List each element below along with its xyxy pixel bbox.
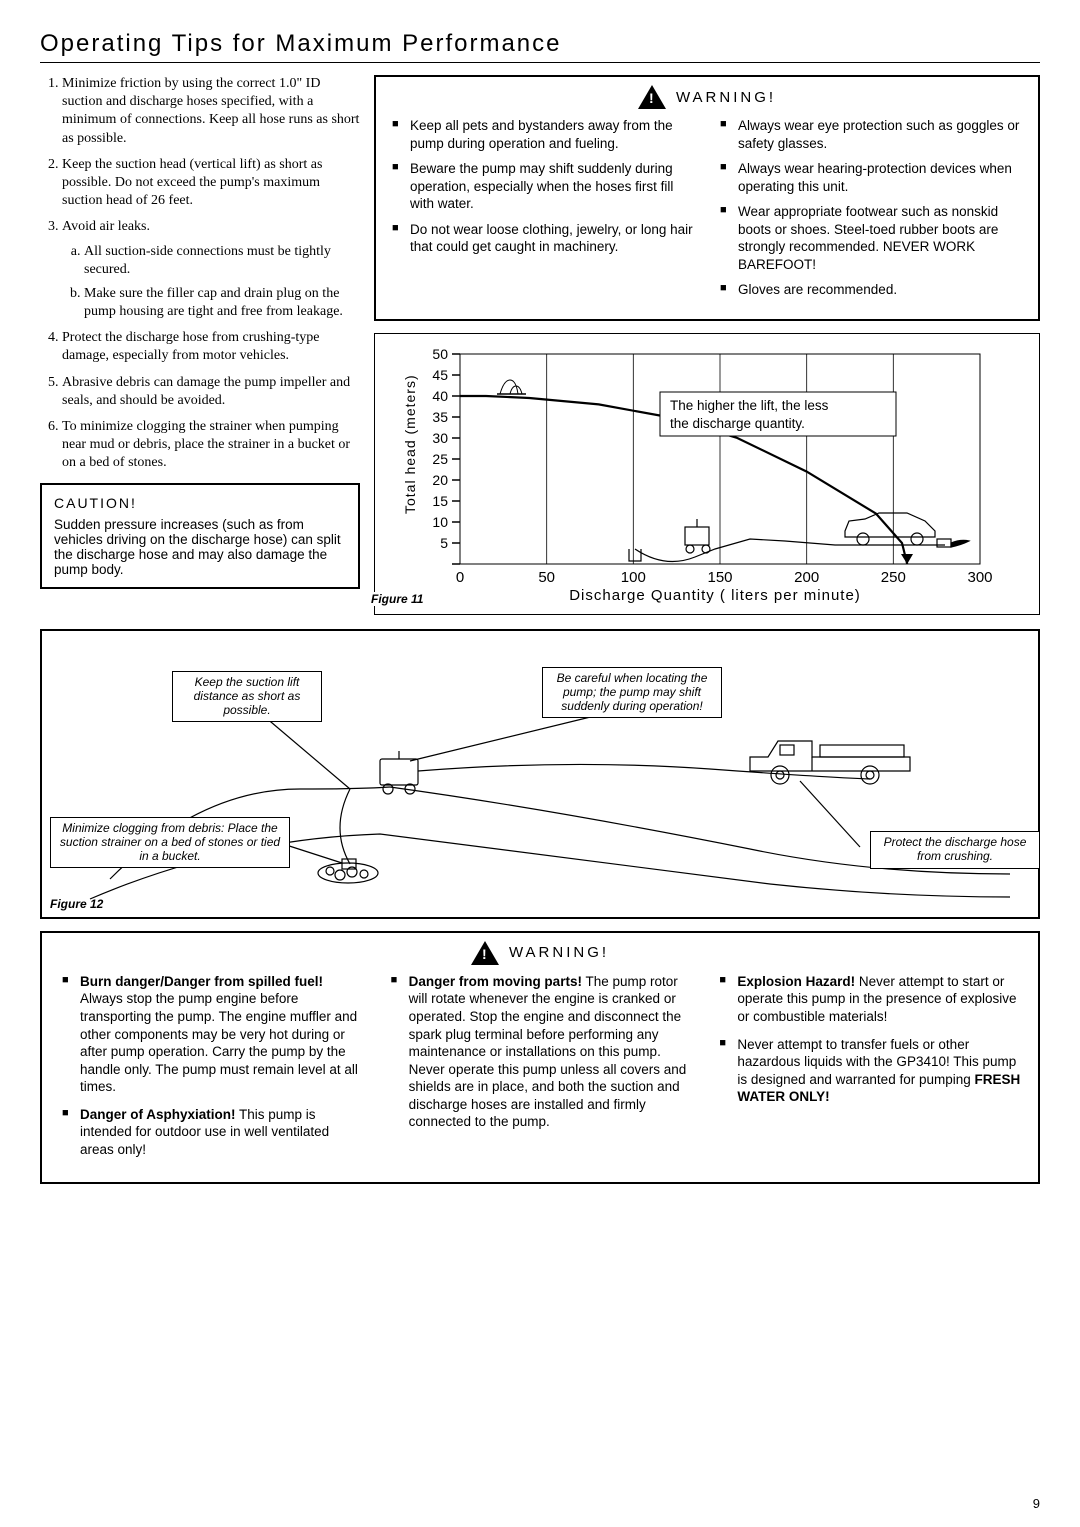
warning-icon xyxy=(471,941,499,965)
svg-text:300: 300 xyxy=(967,569,992,586)
svg-text:15: 15 xyxy=(432,493,448,509)
page-number: 9 xyxy=(1033,1496,1040,1511)
warn-item: Beware the pump may shift suddenly durin… xyxy=(392,160,698,213)
tip-sub-item: All suction-side connections must be tig… xyxy=(84,243,360,279)
svg-text:20: 20 xyxy=(432,472,448,488)
svg-text:45: 45 xyxy=(432,367,448,383)
svg-text:150: 150 xyxy=(707,569,732,586)
warn-item: Danger of Asphyxiation! This pump is int… xyxy=(62,1106,365,1159)
figure-11-label: Figure 11 xyxy=(365,592,429,606)
tip-item: Minimize friction by using the correct 1… xyxy=(62,75,360,148)
svg-text:10: 10 xyxy=(432,514,448,530)
warn1-left: Keep all pets and bystanders away from t… xyxy=(388,117,698,307)
warn-item: Wear appropriate footwear such as nonski… xyxy=(720,203,1026,273)
svg-text:Discharge Quantity ( liters pe: Discharge Quantity ( liters per minute) xyxy=(569,587,861,604)
svg-text:5: 5 xyxy=(440,535,448,551)
svg-text:the discharge quantity.: the discharge quantity. xyxy=(670,416,805,431)
callout-pump-shift: Be careful when locating the pump; the p… xyxy=(542,667,722,718)
svg-text:40: 40 xyxy=(432,388,448,404)
svg-text:200: 200 xyxy=(794,569,819,586)
upper-section: Minimize friction by using the correct 1… xyxy=(40,75,1040,615)
chart-box: 5 10 15 20 25 30 35 40 45 50 0 50 xyxy=(374,333,1040,615)
svg-text:30: 30 xyxy=(432,430,448,446)
svg-text:50: 50 xyxy=(538,569,555,586)
svg-text:Total head (meters): Total head (meters) xyxy=(402,374,418,514)
svg-text:250: 250 xyxy=(881,569,906,586)
warn-item: Explosion Hazard! Never attempt to start… xyxy=(719,973,1022,1026)
callout-suction: Keep the suction lift distance as short … xyxy=(172,671,322,722)
tip-item: To minimize clogging the strainer when p… xyxy=(62,418,360,473)
diagram-box: Keep the suction lift distance as short … xyxy=(40,629,1040,919)
tip-item: Abrasive debris can damage the pump impe… xyxy=(62,374,360,410)
page-title: Operating Tips for Maximum Performance xyxy=(40,30,1040,63)
svg-text:35: 35 xyxy=(432,409,448,425)
warn-item: Danger from moving parts! The pump rotor… xyxy=(391,973,694,1131)
warn-item: Never attempt to transfer fuels or other… xyxy=(719,1036,1022,1106)
warn-item: Always wear hearing-protection devices w… xyxy=(720,160,1026,195)
tip-item: Avoid air leaks. All suction-side connec… xyxy=(62,218,360,321)
warning-label: WARNING! xyxy=(509,944,609,961)
warn-item: Keep all pets and bystanders away from t… xyxy=(392,117,698,152)
caution-box: CAUTION! Sudden pressure increases (such… xyxy=(40,483,360,589)
tip-item: Protect the discharge hose from crushing… xyxy=(62,329,360,365)
svg-text:The higher the lift, the less: The higher the lift, the less xyxy=(670,398,829,413)
warn-item: Do not wear loose clothing, jewelry, or … xyxy=(392,221,698,256)
caution-text: Sudden pressure increases (such as from … xyxy=(54,517,346,577)
svg-text:25: 25 xyxy=(432,451,448,467)
warn-item: Burn danger/Danger from spilled fuel! Al… xyxy=(62,973,365,1096)
head-discharge-chart: 5 10 15 20 25 30 35 40 45 50 0 50 xyxy=(385,344,1015,604)
svg-text:100: 100 xyxy=(621,569,646,586)
caution-header: CAUTION! xyxy=(54,495,346,511)
warning-box-1: WARNING! Keep all pets and bystanders aw… xyxy=(374,75,1040,321)
tip-item: Keep the suction head (vertical lift) as… xyxy=(62,156,360,211)
svg-text:50: 50 xyxy=(432,346,448,362)
warning-icon xyxy=(638,85,666,109)
warn1-right: Always wear eye protection such as goggl… xyxy=(716,117,1026,307)
callout-hose: Protect the discharge hose from crushing… xyxy=(870,831,1040,869)
warning-label: WARNING! xyxy=(676,89,776,106)
callout-strainer: Minimize clogging from debris: Place the… xyxy=(50,817,290,868)
tips-column: Minimize friction by using the correct 1… xyxy=(40,75,360,615)
figure-12-label: Figure 12 xyxy=(50,897,103,911)
warn-item: Always wear eye protection such as goggl… xyxy=(720,117,1026,152)
tip-sub-item: Make sure the filler cap and drain plug … xyxy=(84,285,360,321)
warn-item: Gloves are recommended. xyxy=(720,281,1026,299)
warning-box-2: WARNING! Burn danger/Danger from spilled… xyxy=(40,931,1040,1184)
svg-text:0: 0 xyxy=(456,569,464,586)
